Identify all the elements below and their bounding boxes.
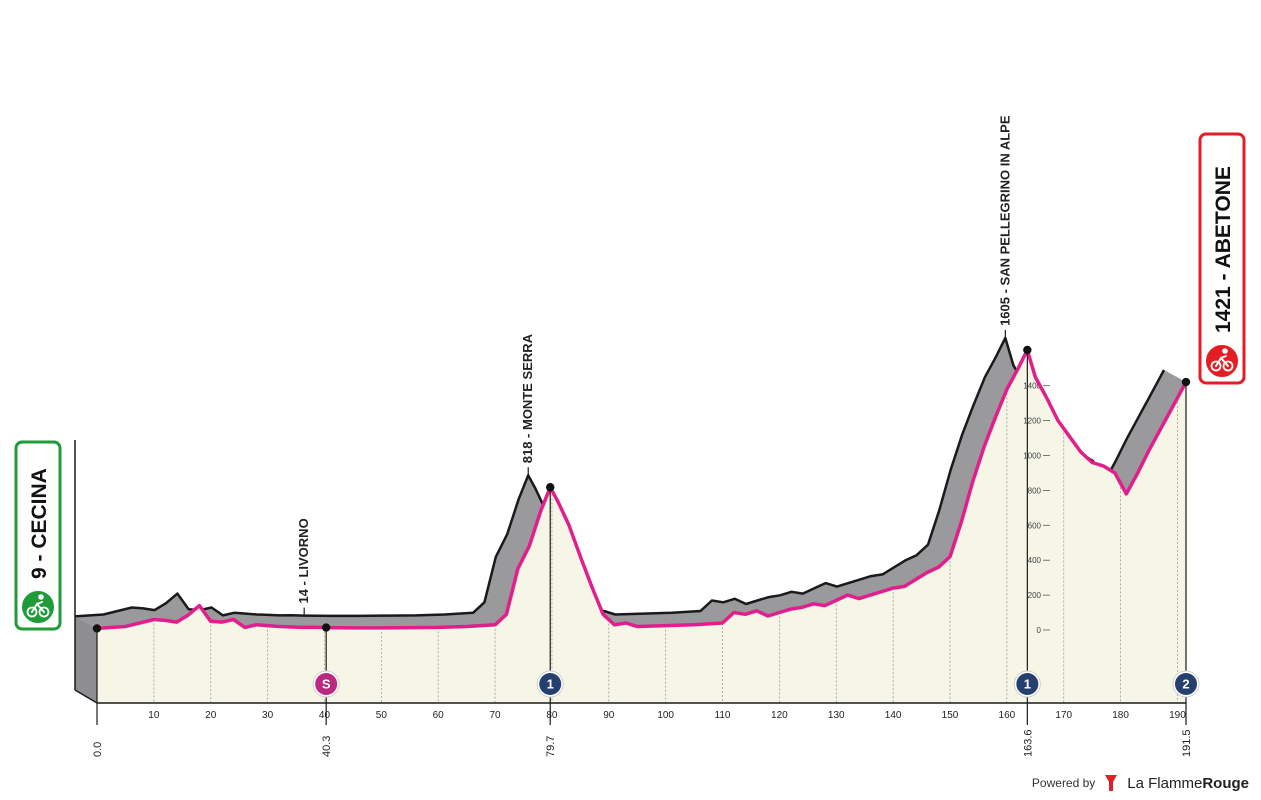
sprint-marker-icon-1	[315, 673, 338, 695]
cyclist-wheel-front-0	[38, 606, 50, 618]
km-label-2: 79.7	[545, 736, 557, 757]
distance-tick-label-6: 70	[490, 710, 502, 721]
marker-badge-text-2: 1	[547, 677, 554, 692]
elevation-tick-label-5: 1000	[1023, 452, 1041, 461]
distance-tick-label-0: 10	[148, 710, 160, 721]
start-badge-frame	[14, 440, 62, 631]
distance-tick-label-13: 140	[885, 710, 902, 721]
km-label-0: 0.0	[92, 742, 104, 757]
place-label-2: 818 - MONTE SERRA	[520, 333, 535, 463]
marker-badge-text-3: 1	[1024, 677, 1031, 692]
start-cyclist-icon	[20, 589, 56, 625]
profile-line-path	[96, 348, 1188, 631]
cyclist-head-4	[1222, 348, 1228, 354]
elevation-tick-label-3: 600	[1028, 521, 1042, 530]
start-town-label: 9 - CECINA	[28, 468, 51, 579]
brand-name-light: La Flamme	[1127, 774, 1203, 792]
place-labels: 14 - LIVORNO 818 - MONTE SERRA 1605 - SAN …	[296, 115, 1012, 616]
distance-tick-label-1: 20	[205, 710, 217, 721]
km-marker-dot-1	[321, 623, 331, 632]
climb-marker-icon-2	[539, 673, 562, 695]
finish-town-label: 1421 - ABETONE	[1212, 166, 1235, 333]
distance-tick-label-16: 170	[1055, 710, 1072, 721]
km-markers: 0.0 40.3 S 79.7 1 163.6 1 191.5 2	[92, 345, 1200, 757]
finish-cyclist-icon	[1204, 343, 1240, 379]
profile-front-face	[97, 349, 1186, 703]
km-label-4: 191.5	[1181, 729, 1193, 757]
profile-line	[96, 348, 1188, 631]
elevation-tick-label-4: 800	[1028, 486, 1042, 495]
km-marker-dot-0	[92, 624, 102, 633]
cyclist-wheel-rear-0	[26, 606, 38, 618]
km-marker-dot-2	[546, 483, 555, 492]
cyclist-body-4	[1215, 355, 1229, 367]
finish-badge-frame	[1198, 132, 1246, 385]
distance-tick-label-17: 180	[1112, 710, 1129, 721]
distance-tick-label-4: 50	[376, 710, 388, 721]
distance-tick-label-2: 30	[262, 710, 274, 721]
elevation-scale: 0 200 400 600 800 1000 1200 1400	[1023, 382, 1050, 635]
distance-tick-label-7: 80	[546, 710, 558, 721]
cyclist-wheel-front-4	[1222, 360, 1234, 372]
km-label-1: 40.3	[321, 736, 333, 757]
place-label-1: 14 - LIVORNO	[296, 518, 311, 603]
climb-marker-icon-3	[1016, 673, 1039, 695]
brand-name: La FlammeRouge	[1127, 775, 1249, 792]
elevation-tick-label-7: 1400	[1023, 382, 1041, 391]
profile-back-edge	[74, 336, 1166, 618]
powered-by-text: Powered by	[1031, 776, 1096, 790]
climb-marker-icon-4	[1175, 673, 1197, 695]
branding: Powered by La FlammeRouge	[1032, 774, 1249, 792]
distance-tick-label-10: 110	[715, 710, 731, 721]
distance-tick-label-18: 190	[1169, 710, 1186, 721]
distance-tick-label-15: 160	[999, 710, 1016, 721]
distance-tick-label-8: 90	[603, 710, 615, 721]
marker-badge-text-1: S	[322, 677, 331, 692]
brand-name-bold: Rouge	[1202, 774, 1249, 792]
place-label-3: 1605 - SAN PELLEGRINO IN ALPE	[997, 115, 1012, 326]
flame-logo-icon	[1105, 775, 1118, 791]
profile-left-face	[75, 616, 97, 703]
distance-tick-label-3: 40	[319, 710, 331, 721]
profile-area	[97, 349, 1186, 703]
elevation-tick-label-0: 0	[1037, 626, 1042, 635]
cyclist-wheel-rear-4	[1210, 360, 1222, 372]
cyclist-body-0	[31, 601, 45, 613]
profile-side-wall	[74, 336, 1186, 704]
elevation-tick-label-2: 400	[1028, 556, 1042, 565]
marker-badge-text-4: 2	[1182, 677, 1189, 692]
km-marker-dot-3	[1023, 345, 1032, 355]
distance-tick-label-11: 120	[771, 710, 788, 721]
km-marker-dot-4	[1181, 377, 1191, 387]
start-finish-badges: 9 - CECINA 1421 - ABETONE	[14, 132, 1246, 631]
base-left-edge	[74, 689, 98, 704]
distance-tick-label-12: 130	[828, 710, 845, 721]
elevation-tick-label-6: 1200	[1023, 417, 1041, 426]
cyclist-head-0	[38, 594, 44, 600]
distance-gridlines	[153, 393, 1178, 703]
distance-tick-label-5: 60	[433, 710, 445, 721]
elevation-tick-label-1: 200	[1028, 591, 1042, 600]
profile-wall-face	[75, 337, 1186, 629]
distance-tick-label-14: 150	[942, 710, 959, 721]
km-label-3: 163.6	[1022, 729, 1034, 757]
distance-tick-label-9: 100	[657, 710, 674, 721]
